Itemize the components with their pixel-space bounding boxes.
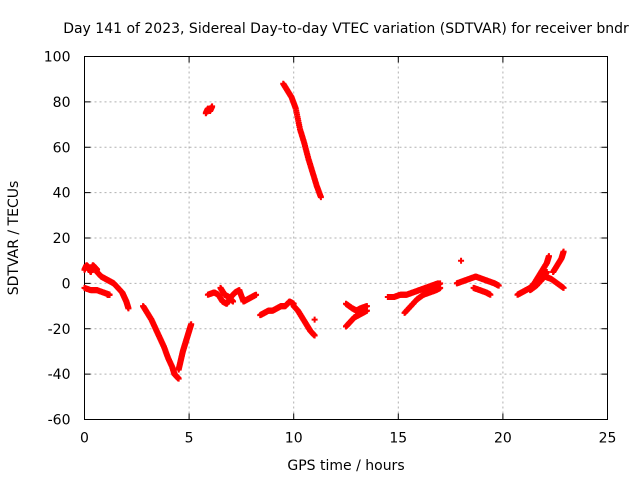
data-point [188, 321, 195, 328]
data-point [495, 282, 502, 289]
data-point [253, 291, 260, 298]
series-arc-23 [541, 273, 567, 291]
data-points [81, 80, 567, 382]
series-arc-20 [470, 284, 494, 298]
data-point [311, 316, 318, 323]
series-arc-5 [175, 321, 195, 373]
data-point [487, 291, 494, 298]
y-tick-label: 0 [62, 276, 71, 292]
y-tick-label: -20 [48, 322, 71, 338]
series-arc-9 [257, 298, 297, 319]
data-point [560, 284, 567, 291]
x-tick-label: 5 [185, 431, 194, 447]
x-tick-label: 20 [494, 431, 512, 447]
data-point [311, 332, 318, 339]
series-arc-6 [202, 103, 216, 117]
y-tick-label: 60 [53, 140, 71, 156]
y-tick-label: 20 [53, 231, 71, 247]
series-arc-11 [311, 316, 318, 323]
series-arc-12 [280, 80, 324, 201]
data-point [104, 291, 111, 298]
series-arc-18 [458, 257, 465, 264]
x-tick-label: 25 [599, 431, 617, 447]
y-tick-label: -40 [48, 367, 71, 383]
series-arc-8 [217, 284, 237, 305]
data-point [437, 280, 444, 287]
x-tick-labels: 0 5 10 15 20 25 [80, 431, 616, 447]
data-point [560, 248, 567, 255]
series-arc-3 [94, 269, 132, 312]
series-arc-4 [140, 303, 182, 382]
axis-ticks [84, 56, 608, 420]
series-arc-24 [550, 248, 567, 276]
data-point [363, 307, 370, 314]
x-tick-label: 10 [285, 431, 303, 447]
series-arc-19 [453, 273, 502, 289]
chart-title: Day 141 of 2023, Sidereal Day-to-day VTE… [63, 21, 629, 37]
series-arc-14 [343, 307, 370, 330]
data-point [317, 194, 324, 201]
series-arc-17 [420, 280, 444, 298]
y-tick-labels: -60 -40 -20 0 20 40 60 80 100 [44, 50, 71, 429]
data-point [230, 298, 237, 305]
x-tick-label: 15 [389, 431, 407, 447]
y-tick-label: 100 [44, 50, 71, 66]
y-tick-label: 40 [53, 186, 71, 202]
x-axis-label: GPS time / hours [287, 458, 404, 474]
grid [84, 56, 608, 420]
data-point [175, 375, 182, 382]
y-axis-label: SDTVAR / TECUs [6, 181, 22, 296]
series-arc-2 [81, 284, 113, 298]
y-tick-label: -60 [48, 413, 71, 429]
x-tick-label: 0 [80, 431, 89, 447]
data-point [458, 257, 465, 264]
series-arc-10 [290, 303, 318, 339]
data-point [209, 103, 216, 110]
y-tick-label: 80 [53, 95, 71, 111]
data-point [545, 253, 552, 260]
data-point [125, 305, 132, 312]
